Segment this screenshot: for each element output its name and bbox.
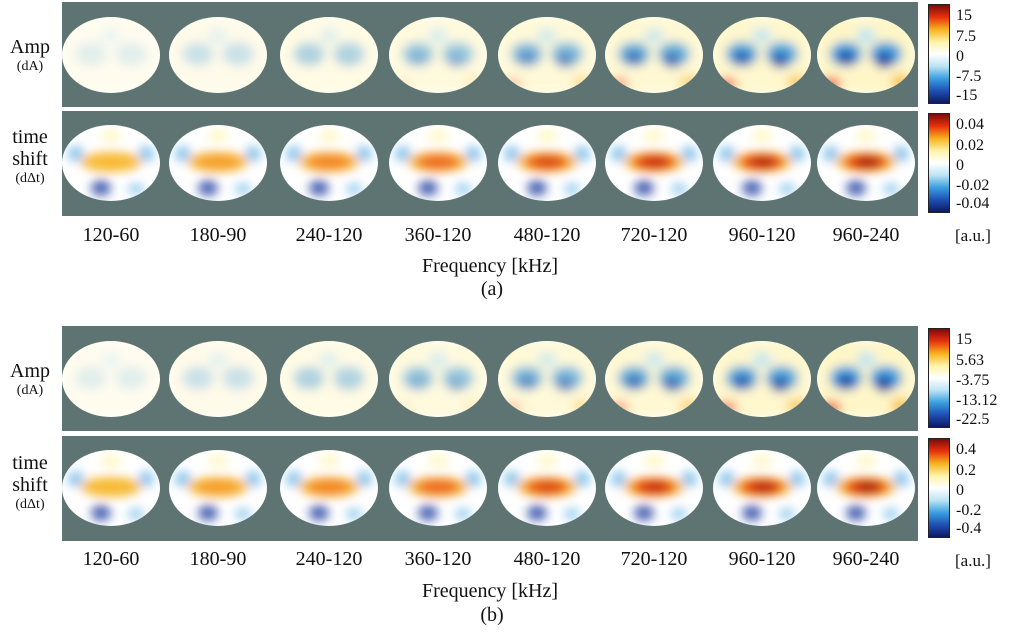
frequency-label: 960-240 <box>832 224 900 246</box>
panel-b-label: (b) <box>480 604 504 626</box>
panel-b-amp-map <box>279 340 379 418</box>
panel-a-ts-label: time shift (dΔt) <box>12 126 48 186</box>
panel-b-xlabel: Frequency [kHz] <box>421 580 559 602</box>
panel-a-ts-map <box>388 124 488 202</box>
tick-label: -0.4 <box>956 520 982 537</box>
panel-a-xlabel: Frequency [kHz] <box>421 255 559 277</box>
panel-b-ts-map <box>497 449 597 527</box>
tick-label: 0.02 <box>956 137 984 154</box>
frequency-label: 180-90 <box>189 548 247 570</box>
panel-a-ts-colorbar <box>928 113 950 213</box>
tick-label: -3.75 <box>956 372 990 389</box>
tick-label: 0 <box>956 482 964 499</box>
frequency-label: 240-120 <box>295 224 363 246</box>
panel-b-amp-map <box>388 340 488 418</box>
frequency-label: 240-120 <box>295 548 363 570</box>
panel-b-ts-map <box>279 449 379 527</box>
frequency-label: 360-120 <box>404 548 472 570</box>
frequency-label: 480-120 <box>513 548 581 570</box>
panel-a-amp-label: Amp (dA) <box>10 36 50 74</box>
tick-label: -0.2 <box>956 502 982 519</box>
panel-a-ts-map <box>279 124 379 202</box>
tick-label: -0.02 <box>956 177 990 194</box>
tick-label: 5.63 <box>956 352 984 369</box>
panel-b-ts-map <box>388 449 488 527</box>
frequency-label: 180-90 <box>189 224 247 246</box>
tick-label: 7.5 <box>956 28 976 45</box>
panel-b-unit: [a.u.] <box>955 551 991 570</box>
panel-a-amp-map <box>388 16 488 94</box>
tick-label: 0 <box>956 157 964 174</box>
panel-b-ts-map <box>168 449 268 527</box>
tick-label: 15 <box>956 331 972 348</box>
panel-b-amp-map <box>168 340 268 418</box>
panel-a-amp-map <box>604 16 704 94</box>
panel-a-amp-map <box>712 16 812 94</box>
frequency-label: 480-120 <box>513 224 581 246</box>
tick-label: 0.04 <box>956 116 984 133</box>
panel-b-ts-label: time shift (dΔt) <box>12 452 48 512</box>
panel-a-ts-map <box>168 124 268 202</box>
panel-b-amp-map <box>712 340 812 418</box>
panel-a-ts-map <box>816 124 916 202</box>
tick-label: 0 <box>956 48 964 65</box>
panel-a-amp-map <box>61 16 161 94</box>
tick-label: -0.04 <box>956 195 990 212</box>
tick-label: -13.12 <box>956 392 998 409</box>
panel-b-amp-map <box>816 340 916 418</box>
panel-b-amp-label: Amp (dA) <box>10 360 50 398</box>
panel-a-amp-map <box>816 16 916 94</box>
frequency-label: 360-120 <box>404 224 472 246</box>
panel-a-amp-colorbar <box>928 4 950 104</box>
panel-a-ts-map <box>61 124 161 202</box>
panel-a-amp-map <box>279 16 379 94</box>
panel-b-amp-map <box>61 340 161 418</box>
panel-a-ts-map <box>712 124 812 202</box>
panel-a-amp-map <box>497 16 597 94</box>
panel-b-ts-map <box>712 449 812 527</box>
panel-a-label: (a) <box>480 278 504 300</box>
tick-label: -22.5 <box>956 411 990 428</box>
frequency-label: 960-240 <box>832 548 900 570</box>
frequency-label: 120-60 <box>82 548 140 570</box>
frequency-label: 960-120 <box>728 548 796 570</box>
tick-label: 0.4 <box>956 441 976 458</box>
tick-label: -7.5 <box>956 68 982 85</box>
panel-b-amp-colorbar <box>928 328 950 428</box>
panel-b-ts-colorbar <box>928 438 950 538</box>
panel-a-amp-map <box>168 16 268 94</box>
panel-a-unit: [a.u.] <box>955 226 991 245</box>
panel-b-amp-map <box>604 340 704 418</box>
tick-label: -15 <box>956 87 978 104</box>
panel-b-ts-map <box>604 449 704 527</box>
frequency-label: 960-120 <box>728 224 796 246</box>
panel-a-ts-map <box>604 124 704 202</box>
tick-label: 0.2 <box>956 462 976 479</box>
panel-a-ts-map <box>497 124 597 202</box>
tick-label: 15 <box>956 7 972 24</box>
frequency-label: 720-120 <box>620 548 688 570</box>
panel-b-ts-map <box>61 449 161 527</box>
panel-b-amp-map <box>497 340 597 418</box>
panel-b-ts-map <box>816 449 916 527</box>
frequency-label: 120-60 <box>82 224 140 246</box>
frequency-label: 720-120 <box>620 224 688 246</box>
